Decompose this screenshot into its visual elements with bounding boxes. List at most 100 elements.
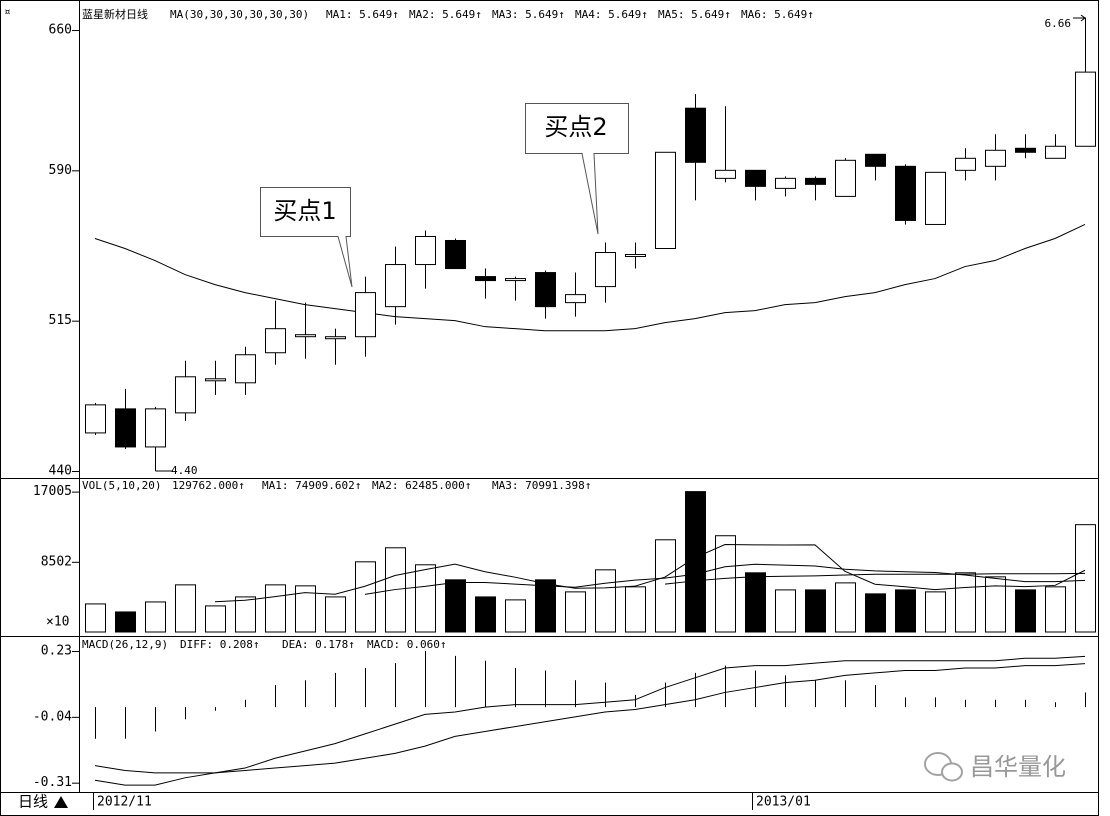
panel-title: VOL(5,10,20) (82, 479, 161, 492)
candle-body (625, 254, 646, 258)
watermark-icon (941, 762, 963, 782)
callout-box (260, 187, 353, 288)
candle-body (865, 153, 886, 167)
legend-item: MA4: 5.649↑ (575, 8, 648, 21)
y-tick-label: -0.04 (33, 709, 72, 724)
legend-item: MA3: 70991.398↑ (492, 479, 591, 492)
candle-body (775, 177, 796, 189)
candle-body (595, 252, 616, 288)
candle-body (805, 177, 826, 185)
volume-bar (685, 491, 706, 633)
watermark-text: 昌华量化 (970, 753, 1066, 781)
y-tick-label: 17005 (33, 484, 72, 499)
panel-title: MACD(26,12,9) (82, 638, 168, 651)
candle-body (385, 264, 406, 308)
extreme-label: 6.66 (1045, 17, 1072, 30)
candle-body (835, 159, 856, 197)
legend-item: MA2: 5.649↑ (409, 8, 482, 21)
volume-bar (295, 585, 316, 633)
period-arrow[interactable] (54, 796, 68, 808)
y-tick-label: 515 (49, 313, 72, 328)
legend-item: MA5: 5.649↑ (658, 8, 731, 21)
line (214, 543, 1086, 603)
candle-body (925, 171, 946, 225)
volume-bar (955, 572, 976, 633)
candle-body (1045, 145, 1066, 159)
legend-item: MA3: 5.649↑ (492, 8, 565, 21)
volume-bar (625, 586, 646, 633)
candle-body (955, 157, 976, 171)
volume-bar (535, 579, 556, 633)
line (664, 572, 1086, 585)
candle-body (115, 408, 136, 448)
legend-item: 129762.000↑ (172, 479, 245, 492)
callout: 买点1 (260, 187, 353, 288)
line (94, 224, 1086, 332)
candle-body (685, 107, 706, 163)
extreme-label: 4.40 (171, 464, 198, 477)
candle-body (85, 404, 106, 434)
unit-label: ×10 (46, 615, 69, 630)
candle-body (295, 334, 316, 338)
legend-item: DIFF: 0.208↑ (180, 638, 259, 651)
volume-bar (325, 596, 346, 633)
settings-icon[interactable]: ¤ (4, 5, 11, 18)
volume-bar (895, 589, 916, 633)
candle-body (175, 376, 196, 414)
volume-bar (565, 591, 586, 633)
volume-bar (775, 589, 796, 633)
volume-bar (205, 605, 226, 633)
volume-bar (175, 584, 196, 633)
volume-bar (805, 589, 826, 633)
callout-label: 买点2 (544, 113, 607, 141)
line (94, 663, 1086, 786)
candle-body (715, 169, 736, 179)
volume-bar (655, 539, 676, 633)
watermark: 昌华量化 (924, 752, 1066, 782)
legend-item: MA2: 62485.000↑ (372, 479, 471, 492)
date-label: 2013/01 (756, 795, 811, 810)
line (94, 655, 1086, 774)
y-tick-label: 0.23 (41, 643, 72, 658)
volume-bar (715, 535, 736, 633)
volume-bar (355, 561, 376, 633)
candle-body (505, 278, 526, 282)
y-tick-label: 660 (49, 23, 72, 38)
candle-body (475, 276, 496, 282)
y-tick-label: 8502 (41, 554, 72, 569)
extreme-pointer (1073, 14, 1086, 46)
candle-body (145, 408, 166, 448)
callout-label: 买点1 (273, 197, 336, 225)
volume-bar (745, 572, 766, 633)
panel-title: 蓝星新材日线 (82, 7, 148, 21)
candle-body (535, 272, 556, 308)
candle-body (265, 328, 286, 354)
y-tick-label: 440 (49, 464, 72, 479)
candle-body (655, 151, 676, 250)
period-label[interactable]: 日线 (18, 793, 48, 811)
candle-body (1015, 147, 1036, 153)
y-tick-label: -0.31 (33, 775, 72, 790)
volume-bar (985, 576, 1006, 633)
volume-bar (265, 584, 286, 633)
candle-body (205, 378, 226, 382)
volume-bar (85, 603, 106, 633)
candle-body (565, 294, 586, 304)
candle-body (415, 235, 436, 266)
volume-bar (865, 593, 886, 633)
volume-bar (115, 611, 136, 633)
date-label: 2012/11 (97, 795, 152, 810)
candle-body (445, 239, 466, 270)
callout-box (525, 103, 629, 235)
volume-bar (145, 601, 166, 633)
volume-bar (445, 579, 466, 633)
volume-bar (505, 599, 526, 633)
legend-item: MACD: 0.060↑ (367, 638, 446, 651)
volume-bar (835, 582, 856, 633)
volume-bar (235, 596, 256, 633)
volume-bar (415, 564, 436, 633)
candle-body (985, 149, 1006, 167)
line (364, 563, 1086, 595)
volume-bar (475, 596, 496, 633)
